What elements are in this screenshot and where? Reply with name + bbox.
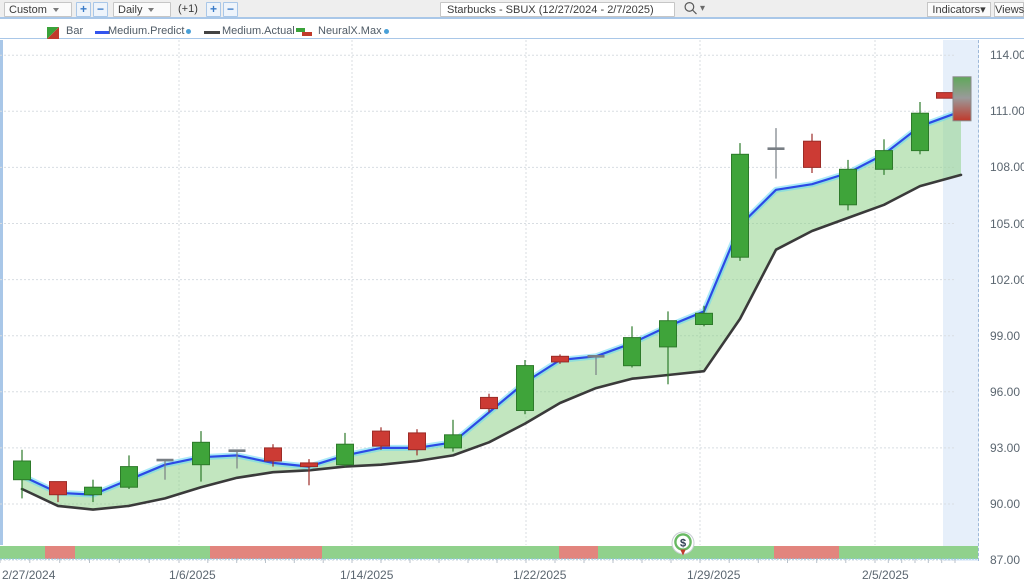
svg-text:$: $ [680, 538, 686, 550]
